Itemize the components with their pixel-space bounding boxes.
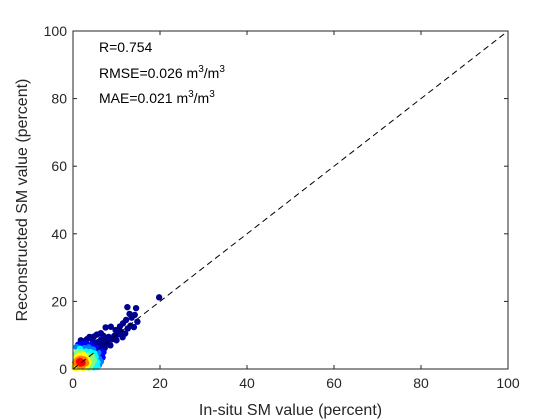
scatter-point (102, 324, 109, 331)
stat-rmse-exp1: 3 (198, 64, 204, 75)
scatter-point (132, 304, 140, 312)
x-tick-label: 100 (496, 375, 520, 391)
stat-r: R=0.754 (99, 39, 153, 55)
scatter-point (107, 323, 115, 330)
stat-rmse-value: RMSE=0.026 m (99, 65, 198, 81)
scatter-point (155, 294, 163, 301)
stat-mae-exp2: 3 (209, 89, 215, 100)
stat-rmse-unit: /m (204, 65, 220, 81)
scatter-point (128, 314, 135, 321)
y-tick-label: 60 (51, 158, 67, 174)
y-axis-label: Reconstructed SM value (percent) (14, 79, 31, 322)
scatter-point (134, 318, 141, 325)
stat-rmse: RMSE=0.026 m3/m3 (99, 64, 225, 81)
scatter-point (119, 334, 126, 341)
x-tick-label: 60 (326, 375, 342, 391)
y-tick-label: 80 (51, 91, 67, 107)
x-tick-label: 20 (152, 375, 168, 391)
x-tick-label: 40 (239, 375, 255, 391)
x-tick-label: 0 (69, 375, 77, 391)
scatter-point (116, 323, 124, 330)
y-tick-label: 20 (51, 293, 67, 309)
y-tick-label: 40 (51, 226, 67, 242)
stats-annotations: R=0.754 RMSE=0.026 m3/m3 MAE=0.021 m3/m3 (99, 39, 225, 106)
scatter-point (124, 325, 132, 332)
stat-mae-exp1: 3 (188, 89, 194, 100)
scatter-points (71, 294, 163, 372)
reference-line-1-to-1 (72, 30, 509, 370)
y-tick-label: 0 (59, 361, 67, 377)
stat-mae-unit: /m (194, 90, 210, 106)
y-tick-label: 100 (44, 23, 68, 39)
stat-mae-value: MAE=0.021 m (99, 90, 188, 106)
x-tick-label: 80 (413, 375, 429, 391)
scatter-point (124, 303, 131, 311)
x-axis-label: In-situ SM value (percent) (199, 402, 382, 419)
scatter-point (78, 358, 85, 366)
plot-frame (72, 30, 509, 370)
stat-mae: MAE=0.021 m3/m3 (99, 89, 215, 106)
axis-ticks: 0 20 40 60 80 100 0 20 40 60 80 100 (44, 23, 520, 391)
stat-rmse-exp2: 3 (219, 64, 225, 75)
